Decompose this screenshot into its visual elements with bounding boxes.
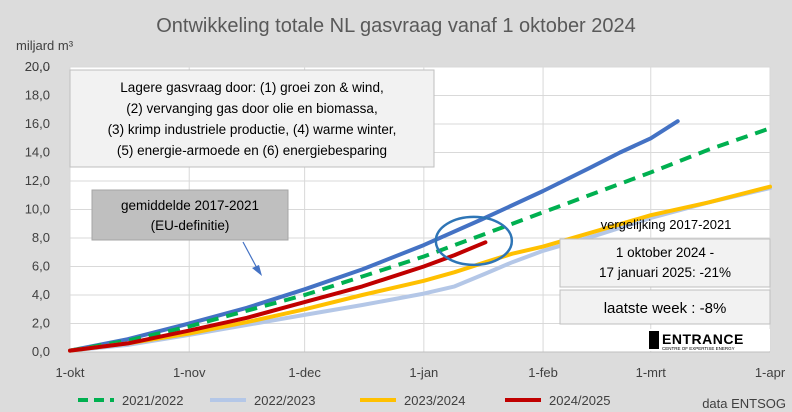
y-tick-label: 18,0 (25, 88, 50, 103)
highlight-circle (434, 215, 514, 267)
series-line-3 (68, 184, 772, 353)
x-tick-label: 1-feb (528, 365, 558, 380)
x-tick-label: 1-jan (409, 365, 438, 380)
y-tick-label: 4,0 (32, 287, 50, 302)
y-tick-label: 12,0 (25, 173, 50, 188)
gemiddelde-arrow-line (242, 241, 259, 271)
y-tick-label-top: 20,0 (25, 59, 50, 74)
y-tick-label: 8,0 (32, 230, 50, 245)
series-line-0 (68, 119, 680, 353)
entrance-logo-bg (647, 329, 770, 351)
series-line-4 (68, 240, 488, 353)
y-tick-label: 14,0 (25, 145, 50, 160)
x-tick-label: 1-nov (173, 365, 206, 380)
y-tick-label: 10,0 (25, 202, 50, 217)
x-tick-label: 1-apr (755, 365, 786, 380)
top-band (0, 0, 792, 66)
x-tick-label: 1-okt (56, 365, 85, 380)
legend-label: 2024/2025 (549, 393, 610, 408)
entrance-logo-text: ENTRANCE (662, 331, 744, 347)
laatste-week-text: laatste week : -8% (604, 300, 727, 317)
source-note: data ENTSOG (702, 396, 786, 411)
gemiddelde-annotation-box (91, 189, 289, 241)
entrance-logo-mark (649, 331, 659, 349)
legend-label: 2021/2022 (122, 393, 183, 408)
laatste-week-box (559, 289, 771, 325)
series-line-1 (69, 126, 771, 353)
y-tick-label: 6,0 (32, 259, 50, 274)
legend-label: 2023/2024 (404, 393, 465, 408)
gasvraag-annotation-box (69, 69, 435, 168)
gasvraag-annotation-text: Lagere gasvraag door: (1) groei zon & wi… (108, 80, 397, 158)
periode-annotation-box (559, 238, 771, 288)
legend-label: 2022/2023 (254, 393, 315, 408)
x-tick-label: 1-mrt (636, 365, 667, 380)
y-tick-label: 16,0 (25, 116, 50, 131)
chart-title-overlay: Ontwikkeling totale NL gasvraag vanaf 1 … (156, 15, 636, 37)
y-axis-label-overlay: miljard m³ (16, 38, 74, 53)
y-tick-label: 0,0 (32, 344, 50, 359)
y-tick-label: 2,0 (32, 316, 50, 331)
gemiddelde-arrow-head (252, 265, 262, 276)
gemiddelde-annotation-text: gemiddelde 2017-2021 (EU-definitie) (121, 198, 259, 233)
x-tick-label: 1-dec (288, 365, 321, 380)
vergelijking-label: vergelijking 2017-2021 (601, 217, 732, 232)
entrance-logo-subtext: CENTRE OF EXPERTISE ENERGY (662, 346, 735, 351)
periode-annotation-text: 1 oktober 2024 -17 januari 2025: -21% (599, 245, 731, 280)
